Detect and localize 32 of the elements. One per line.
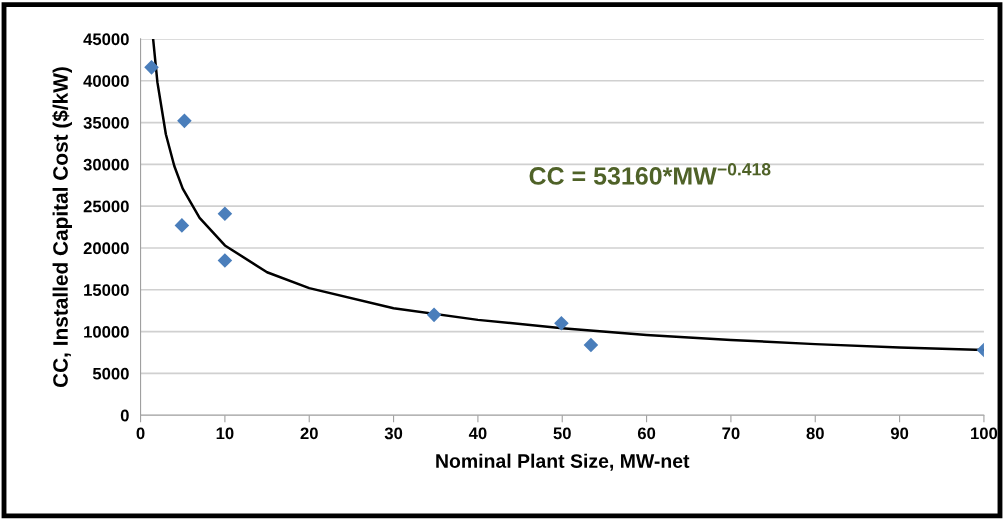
annotation: CC = 53160*MW$^{−0.418}$ (529, 163, 771, 185)
x-tick-label: 50 (553, 427, 571, 440)
y-tick-label: 25000 (83, 200, 129, 213)
y-tick-label: 0 (120, 409, 129, 422)
y-tick-label: 10000 (84, 325, 129, 338)
y-tick-label: 30000 (83, 158, 129, 171)
x-tick-label: 30 (384, 427, 403, 440)
y-tick-label: 40000 (83, 75, 129, 87)
point (583, 337, 599, 353)
y-tick-label: 5000 (92, 367, 129, 380)
x-tick-label: 40 (468, 427, 487, 440)
point (426, 307, 442, 323)
x-tick-label: 10 (216, 427, 234, 440)
y-tick-label: 20000 (83, 242, 129, 255)
point (554, 315, 569, 331)
point (174, 218, 190, 233)
point (217, 206, 233, 221)
y-tick-label: 35000 (83, 116, 129, 129)
point (217, 253, 233, 268)
x-tick-label: 100 (971, 427, 998, 440)
point (144, 60, 159, 75)
y-tick-label: 45000 (83, 33, 129, 46)
x-tick-label: 20 (300, 427, 318, 440)
x-tick-label: 90 (890, 427, 909, 440)
x-tick-label: 70 (722, 427, 740, 440)
x-tick-label: 0 (136, 427, 145, 440)
point (177, 113, 192, 129)
x-tick-label: 60 (637, 427, 656, 440)
x-axis-title: Nominal Plant Size, MW-net (436, 453, 690, 471)
y-tick-label: 15000 (84, 284, 129, 296)
y-axis-title: CC, Installed Capital Cost ($/kW) (52, 67, 72, 388)
x-tick-label: 80 (806, 427, 824, 440)
